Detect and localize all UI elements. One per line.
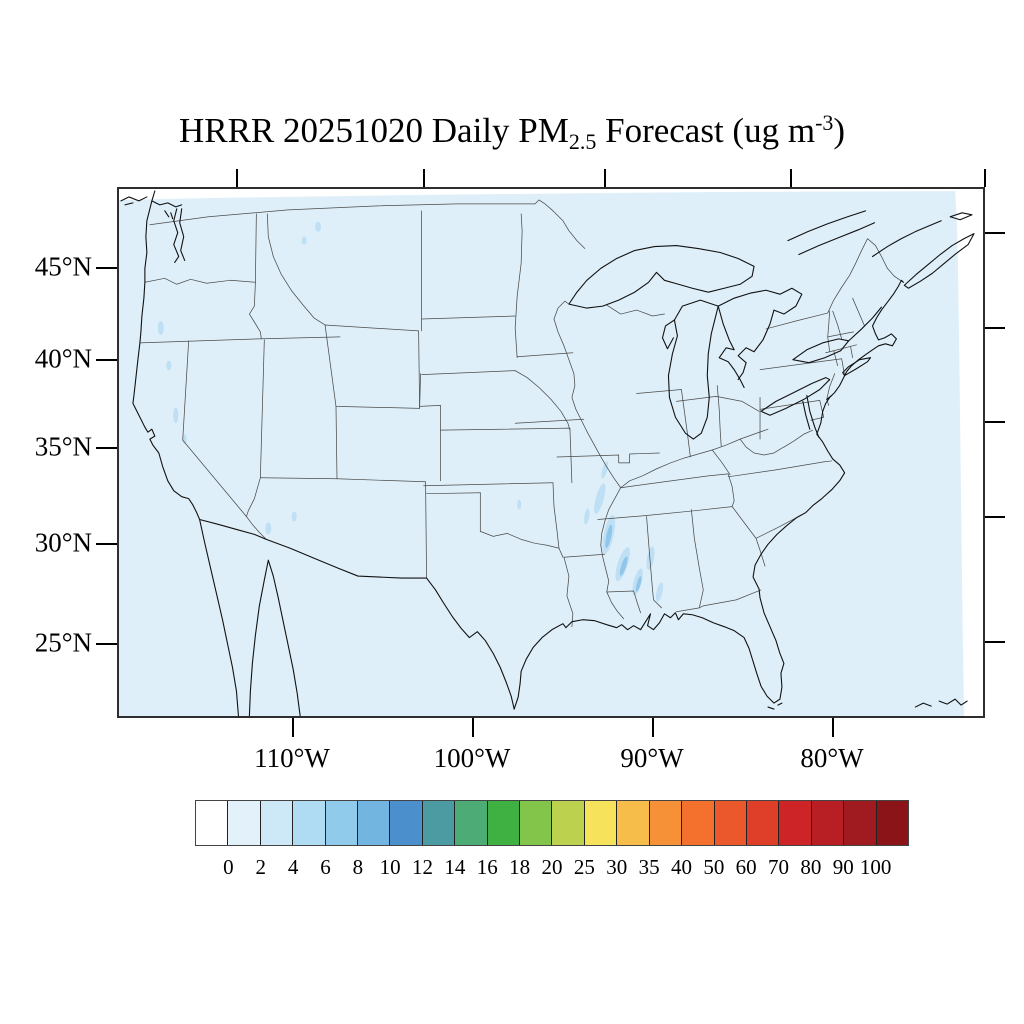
colorbar-cell: [552, 801, 585, 845]
y-axis-tick-right: [985, 327, 1005, 329]
y-axis-tick: [96, 543, 117, 545]
x-axis-tick: [472, 718, 474, 737]
colorbar-tick-label: 10: [379, 855, 401, 879]
colorbar-cell: [325, 801, 359, 845]
map-background: [119, 189, 983, 716]
y-axis-tick: [96, 359, 117, 361]
colorbar-cell: [196, 801, 229, 845]
colorbar-tick-label: 80: [800, 855, 822, 879]
colorbar-tick-label: 8: [352, 855, 364, 879]
title-suffix: ): [833, 111, 846, 150]
colorbar-tick-label: 20: [541, 855, 563, 879]
x-axis-tick-top: [790, 169, 792, 187]
colorbar-tick-label: 25: [573, 855, 595, 879]
colorbar: [195, 800, 909, 846]
colorbar-cell: [714, 801, 747, 845]
x-axis-tick-top: [423, 169, 425, 187]
colorbar-cell: [520, 801, 553, 845]
colorbar-cell: [746, 801, 780, 845]
colorbar-tick-label: 4: [287, 855, 299, 879]
title-middle: Forecast (ug m: [596, 111, 816, 150]
colorbar-cell: [649, 801, 683, 845]
plot-title: HRRR 20251020 Daily PM2.5 Forecast (ug m…: [0, 110, 1024, 155]
pm-patches-light: [157, 221, 664, 602]
colorbar-cell: [228, 801, 261, 845]
colorbar-tick-label: 40: [670, 855, 692, 879]
x-axis-tick: [652, 718, 654, 737]
x-axis-label: 110°W: [254, 743, 330, 773]
colorbar-tick-label: 90: [832, 855, 854, 879]
colorbar-tick-label: 70: [768, 855, 790, 879]
x-axis-tick-top: [604, 169, 606, 187]
x-axis-label: 80°W: [800, 743, 864, 773]
colorbar-cell: [487, 801, 521, 845]
conus-map: [119, 189, 983, 716]
colorbar-tick-label: 12: [412, 855, 434, 879]
colorbar-cell: [584, 801, 618, 845]
y-axis-tick-right: [985, 641, 1005, 643]
colorbar-tick-label: 50: [703, 855, 725, 879]
y-axis-tick-right: [985, 232, 1005, 234]
colorbar-tick-label: 18: [509, 855, 531, 879]
colorbar-tick-label: 30: [606, 855, 628, 879]
colorbar-cell: [260, 801, 294, 845]
colorbar-tick-label: 35: [638, 855, 660, 879]
y-axis-tick-right: [985, 421, 1005, 423]
domain-edge-top: [119, 189, 983, 200]
colorbar-tick-label: 0: [223, 855, 234, 879]
y-axis-label: 30°N: [34, 527, 92, 558]
y-axis-tick: [96, 267, 117, 269]
colorbar-tick-label: 2: [255, 855, 266, 879]
colorbar-tick-label: 6: [320, 855, 331, 879]
colorbar-cell: [422, 801, 456, 845]
y-axis-tick: [96, 447, 117, 449]
colorbar-tick-label: 14: [444, 855, 466, 879]
colorbar-cell: [455, 801, 488, 845]
colorbar-cell: [779, 801, 812, 845]
x-axis-tick: [292, 718, 294, 737]
title-prefix: HRRR 20251020 Daily PM: [178, 111, 569, 150]
y-axis-tick: [96, 643, 117, 645]
colorbar-cell: [682, 801, 715, 845]
x-axis-tick-top: [984, 169, 986, 187]
colorbar-tick-label: 60: [735, 855, 757, 879]
title-subscript: 2.5: [568, 129, 597, 154]
colorbar-cell: [844, 801, 877, 845]
colorbar-cell: [617, 801, 650, 845]
x-axis-label: 90°W: [620, 743, 684, 773]
map-plot-area: [117, 187, 985, 718]
colorbar-cell: [293, 801, 326, 845]
pm-patches-medium: [605, 524, 642, 592]
x-axis-label: 100°W: [433, 743, 511, 773]
colorbar-tick-label: 100: [859, 855, 892, 879]
colorbar-tick-label: 16: [476, 855, 498, 879]
y-axis-label: 40°N: [34, 343, 92, 374]
y-axis-label: 25°N: [34, 627, 92, 658]
coastlines: [120, 190, 975, 716]
domain-edge-right: [955, 189, 983, 716]
title-superscript: -3: [815, 110, 834, 135]
y-axis-tick-right: [985, 516, 1005, 518]
y-axis-label: 35°N: [34, 431, 92, 462]
colorbar-cell: [390, 801, 423, 845]
colorbar-cell: [358, 801, 391, 845]
state-borders: [139, 199, 904, 628]
y-axis-label: 45°N: [34, 251, 92, 282]
x-axis-tick: [832, 718, 834, 737]
x-axis-tick-top: [236, 169, 238, 187]
colorbar-cell: [811, 801, 845, 845]
colorbar-cell: [876, 801, 908, 845]
